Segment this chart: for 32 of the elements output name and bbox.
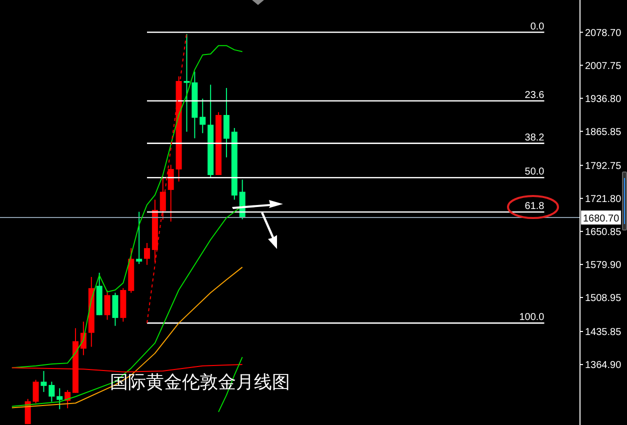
candlestick: [48, 381, 55, 402]
candlestick: [168, 164, 174, 222]
candlestick: [160, 176, 166, 220]
y-tick-label: 2007.75: [585, 60, 622, 72]
annotation: 0.0: [530, 21, 545, 32]
candlestick: [56, 388, 63, 410]
candlestick: [104, 290, 110, 320]
candlestick: [200, 98, 206, 134]
candlestick: [136, 211, 142, 264]
annotation: 50.0: [524, 166, 545, 178]
ref-line-label: 1680.70: [583, 214, 620, 225]
y-tick-label: 1508.95: [585, 293, 622, 304]
candlestick: [144, 242, 150, 266]
y-tick-label: 1721.80: [585, 194, 622, 205]
candlestick: [184, 33, 190, 132]
y-tick-label: 1792.75: [585, 160, 622, 172]
candlestick: [32, 379, 39, 404]
annotation: 23.6: [524, 90, 545, 101]
candlestick: [112, 292, 118, 326]
y-tick-label: 1865.85: [585, 126, 622, 138]
y-tick-label: 1579.90: [585, 260, 622, 271]
annotation: 38.2: [524, 132, 545, 144]
y-tick-label: 1364.90: [585, 360, 622, 372]
candlestick: [40, 370, 47, 392]
candlestick: [223, 87, 230, 158]
annotation: 100.0: [519, 312, 545, 324]
y-tick-label: 1650.85: [585, 226, 622, 238]
y-tick-label: 2078.70: [585, 28, 622, 39]
line-series: [11, 45, 243, 368]
y-tick-label: 1936.80: [585, 94, 622, 105]
y-tick-label: 1435.85: [585, 327, 622, 338]
annotation: 61.8: [524, 200, 545, 212]
